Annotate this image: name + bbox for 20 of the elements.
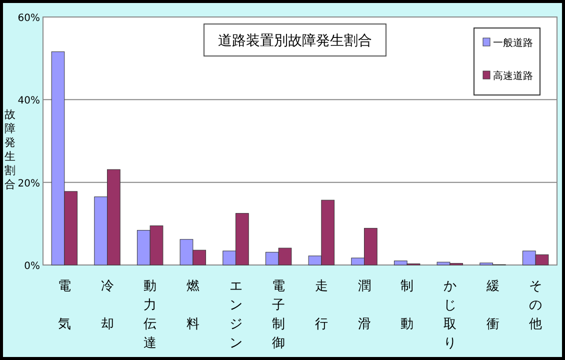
category-label: 制動 bbox=[400, 279, 414, 332]
x-tick-label: かじ取り bbox=[443, 279, 456, 351]
category-label: 潤滑 bbox=[358, 279, 371, 332]
y-tick-label: 0% bbox=[24, 261, 40, 272]
y-tick-label: 60% bbox=[18, 13, 40, 24]
y-tick-label: 40% bbox=[18, 96, 40, 107]
category-label: 冷却 bbox=[100, 279, 114, 332]
legend-label: 高速道路 bbox=[493, 70, 533, 82]
category-label: 緩衝 bbox=[486, 279, 500, 332]
category-label: 燃料 bbox=[186, 279, 200, 332]
x-tick-label: その他 bbox=[529, 279, 542, 332]
legend-label: 一般道路 bbox=[493, 37, 533, 49]
y-tick-label: 20% bbox=[18, 178, 40, 190]
category-label: 走行 bbox=[314, 279, 328, 332]
x-tick-label: 動力伝達 bbox=[144, 279, 157, 351]
x-tick-label: エンジン bbox=[229, 279, 242, 351]
text: 道路装置別故障発生割合 bbox=[218, 33, 372, 49]
x-tick-label: 電子制御 bbox=[272, 279, 286, 351]
category-label: 電気 bbox=[58, 279, 71, 332]
y-axis-title: 故障発生割合 bbox=[4, 108, 16, 191]
